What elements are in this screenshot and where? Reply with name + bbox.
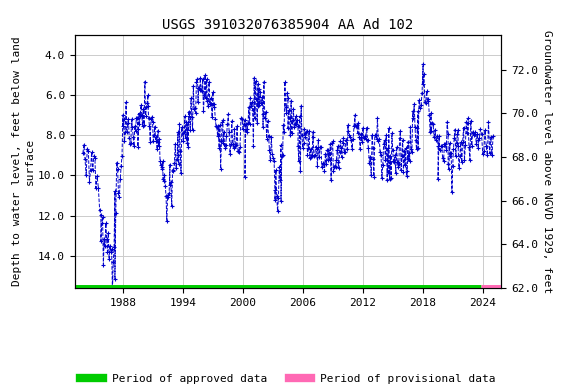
Y-axis label: Groundwater level above NGVD 1929, feet: Groundwater level above NGVD 1929, feet bbox=[542, 30, 552, 293]
Title: USGS 391032076385904 AA Ad 102: USGS 391032076385904 AA Ad 102 bbox=[162, 18, 414, 32]
Legend: Period of approved data, Period of provisional data: Period of approved data, Period of provi… bbox=[76, 369, 500, 384]
Y-axis label: Depth to water level, feet below land
surface: Depth to water level, feet below land su… bbox=[12, 36, 35, 286]
